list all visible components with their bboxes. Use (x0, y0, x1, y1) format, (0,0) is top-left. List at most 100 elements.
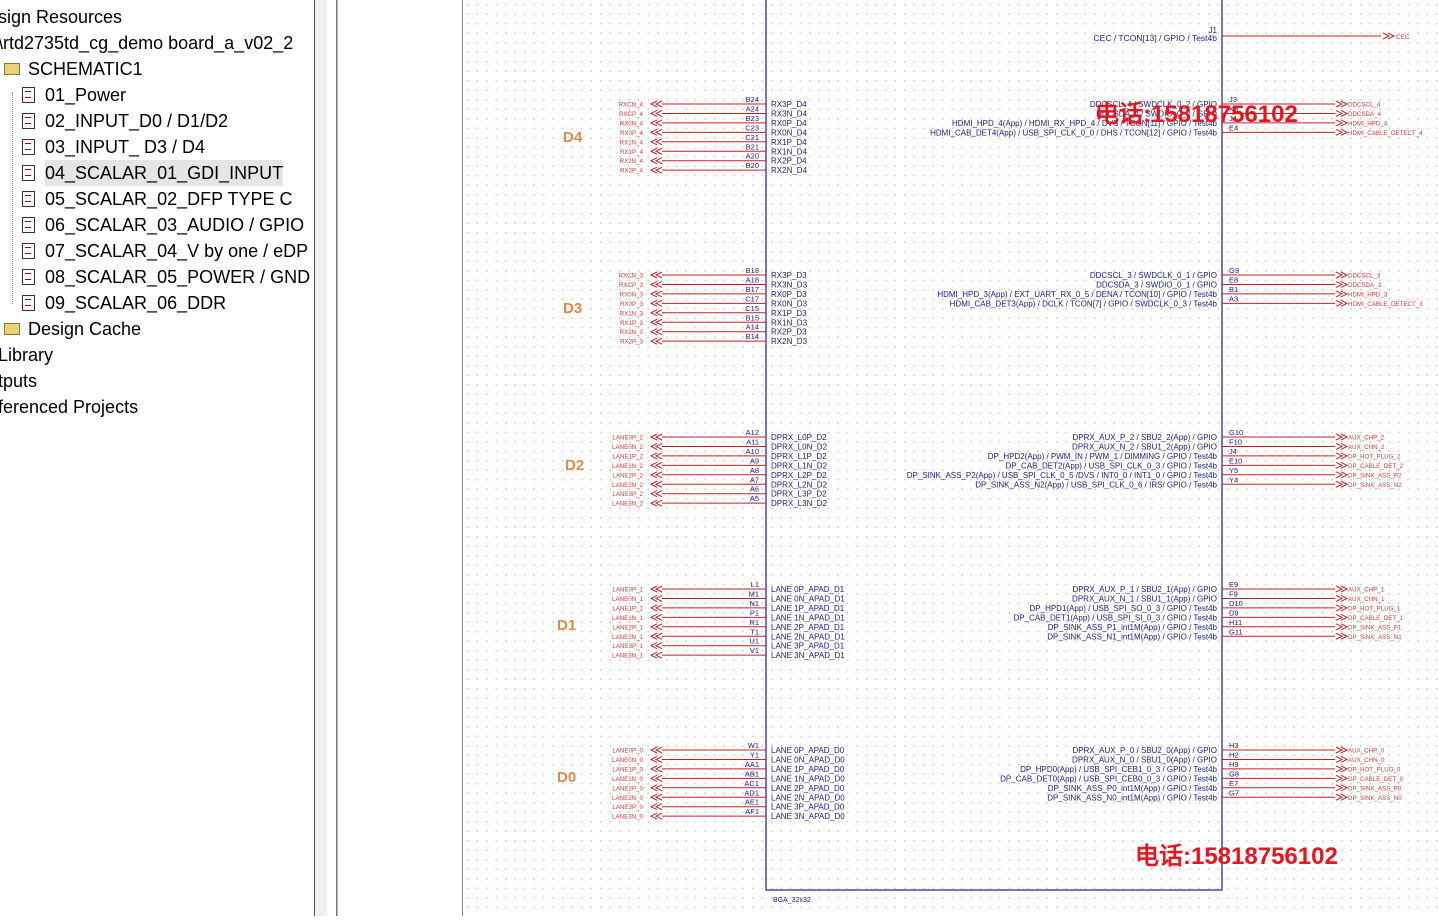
schematic-canvas[interactable]: BGA_32x32 J1 CEC / TCON[13] / GPIO / Test4… (463, 0, 1438, 916)
net-label: RX2P_4 (620, 168, 644, 175)
net-label: LANE1P_2 (612, 453, 643, 460)
net-label: DDCSDA_4 (1348, 111, 1382, 118)
ball-label: E4 (1229, 123, 1238, 132)
net-port-icon (649, 765, 663, 773)
tree-item[interactable]: 02_INPUT_D0 / D1/D2 (22, 107, 228, 133)
project-tree[interactable]: sign Resources \rtd2735td_cg_demo board_a… (0, 0, 314, 916)
pin-name: DDCSCL_3 / SWDCLK_0_1 / GPIO (1090, 271, 1217, 280)
net-port-icon (649, 642, 663, 650)
tree-item[interactable]: sign Resources (0, 3, 122, 29)
net-label: LANE3N_1 (612, 653, 644, 660)
tree-item-label: 09_SCALAR_06_DDR (45, 293, 227, 314)
pin-name: HDMI_CAB_DET4(App) / USB_SPI_CLK_0_0 / D… (930, 128, 1217, 137)
ball-label: B17 (746, 285, 759, 294)
pin-name: LANE 0N_APAD_D1 (771, 594, 845, 603)
net-label: LANE1N_0 (612, 776, 644, 783)
net-label: RXCP_4 (619, 111, 644, 118)
ball-label: A18 (746, 275, 759, 284)
net-port-icon (649, 480, 663, 488)
net-label: DP_SINK_ASS_N1 (1348, 634, 1402, 641)
net-port-icon (649, 490, 663, 498)
tree-item[interactable]: Design Cache (4, 315, 141, 341)
pin-name: RX0N_D4 (771, 128, 808, 137)
net-port-icon (1335, 746, 1349, 754)
net-port-icon (649, 651, 663, 659)
net-port-icon (649, 119, 663, 127)
schematic-page-icon (22, 165, 35, 182)
ball-label: AA1 (745, 760, 759, 769)
pin-name: DPRX_AUX_N_2 / SBU1_2(App) / GPIO (1072, 442, 1217, 451)
ball-label: J4 (1229, 447, 1237, 456)
ball-label: A12 (746, 428, 759, 437)
ball-label: B15 (746, 313, 759, 322)
group-label: D2 (565, 457, 584, 474)
tree-item[interactable]: 04_SCALAR_01_GDI_INPUT (22, 159, 284, 187)
tree-item[interactable]: 06_SCALAR_03_AUDIO / GPIO (22, 211, 304, 237)
pin-name: DPRX_AUX_P_2 / SBU2_2(App) / GPIO (1072, 433, 1217, 442)
tree-item[interactable]: 01_Power (22, 81, 126, 107)
ball-label: E9 (1229, 580, 1238, 589)
net-port-icon (649, 471, 663, 479)
group-label: D1 (557, 617, 576, 634)
tree-item-label: \rtd2735td_cg_demo board_a_v02_2 (0, 33, 294, 54)
tree-item[interactable]: 08_SCALAR_05_POWER / GND (22, 263, 310, 289)
net-label: LANE0N_1 (612, 596, 644, 603)
tree-item[interactable]: 05_SCALAR_02_DFP TYPE C (22, 185, 292, 211)
net-port-icon (649, 746, 663, 754)
pin-name: DP_SINK_ASS_N1_int1M(App) / GPIO / Test4… (1047, 632, 1217, 641)
net-label: LANE0N_0 (612, 757, 644, 764)
net-port-icon (649, 812, 663, 820)
net-label: AUX_CHP_2 (1348, 435, 1385, 442)
pin-name: DDCSDA_4 / SWDIO_0_2 / GPIO (1096, 109, 1217, 118)
net-port-icon (1335, 613, 1349, 621)
part-type-label: BGA_32x32 (773, 897, 811, 904)
net-port-icon (1335, 604, 1349, 612)
tree-item-label: 04_SCALAR_01_GDI_INPUT (45, 160, 284, 187)
tree-item[interactable]: tputs (0, 367, 37, 393)
pin-name: RX2P_D4 (771, 157, 807, 166)
net-label: DP_SINK_ASS_P0 (1348, 785, 1402, 792)
pin-name: DP_SINK_ASS_N2(App) / USB_SPI_CLK_0_6 / … (975, 480, 1217, 489)
splitter[interactable] (327, 0, 337, 916)
schematic-page-icon (22, 139, 35, 156)
net-label: LANE3N_2 (612, 501, 644, 508)
pin-name: DPRX_L0P_D2 (771, 433, 827, 442)
ball-label: B23 (746, 114, 759, 123)
net-port-icon (649, 328, 663, 336)
pin-name: LANE 2N_APAD_D1 (771, 632, 845, 641)
pin-name: LANE 0P_APAD_D0 (771, 746, 845, 755)
pin-name: LANE 1N_APAD_D1 (771, 613, 845, 622)
pin-name: LANE 1N_APAD_D0 (771, 774, 845, 783)
net-port-icon (649, 271, 663, 279)
net-port-icon (649, 793, 663, 801)
ball-label: AB1 (745, 769, 759, 778)
ball-label: K3 (1229, 104, 1238, 113)
pin-name: LANE 3N_APAD_D0 (771, 812, 845, 821)
tree-item-label: 07_SCALAR_04_V by one / eDP (45, 241, 309, 262)
tree-item[interactable]: SCHEMATIC1 (4, 55, 143, 81)
watermark-text: 电话:15818756102 (1095, 101, 1298, 128)
pin-name: DP_HPD2(App) / PWM_IN / PWM_1 / DIMMING … (988, 452, 1218, 461)
net-label: CEC (1396, 34, 1410, 41)
net-label: RXCN_4 (619, 102, 644, 109)
net-label: HDMI_HPD_3 (1348, 291, 1388, 298)
net-port-icon (1335, 452, 1349, 460)
tree-item[interactable]: Library (0, 341, 53, 367)
pin-name: LANE 1P_APAD_D1 (771, 604, 845, 613)
net-label: RX0P_4 (620, 130, 644, 137)
tree-item[interactable]: ferenced Projects (0, 393, 138, 419)
ball-label: H9 (1229, 760, 1239, 769)
net-port-icon (1335, 471, 1349, 479)
net-label: DDCSDA_3 (1348, 282, 1382, 289)
tree-item[interactable]: 03_INPUT_ D3 / D4 (22, 133, 205, 159)
net-port-icon (649, 585, 663, 593)
net-port-icon (1335, 281, 1349, 288)
tree-scrollbar[interactable] (314, 0, 328, 916)
tree-item[interactable]: 09_SCALAR_06_DDR (22, 289, 226, 315)
tree-item[interactable]: 07_SCALAR_04_V by one / eDP (22, 237, 308, 263)
ball-label: B24 (746, 95, 759, 104)
net-port-icon (649, 452, 663, 460)
tree-item[interactable]: \rtd2735td_cg_demo board_a_v02_2 (0, 29, 293, 55)
ball-label: Y5 (1229, 466, 1238, 475)
